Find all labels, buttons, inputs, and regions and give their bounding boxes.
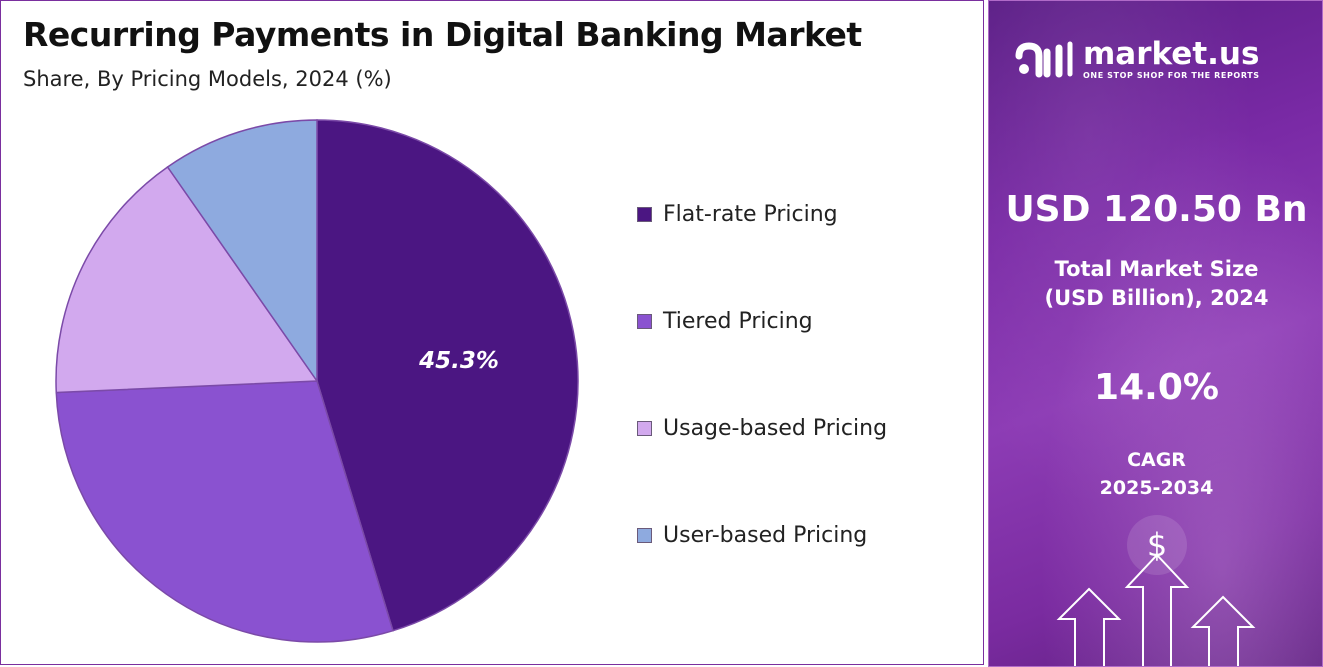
arrow-up-icon [1190, 595, 1256, 666]
pie-slice-tiered-pricing [55, 380, 394, 643]
market-size-label-line1: Total Market Size [1054, 257, 1259, 281]
market-us-logo-icon [1015, 41, 1073, 77]
cagr-label: CAGR 2025-2034 [989, 446, 1322, 502]
chart-subtitle: Share, By Pricing Models, 2024 (%) [23, 67, 392, 91]
market-size-value: USD 120.50 Bn [1005, 189, 1308, 230]
legend-swatch [637, 420, 652, 436]
brand-tagline: ONE STOP SHOP FOR THE REPORTS [1083, 71, 1260, 80]
legend-item: User-based Pricing [637, 522, 867, 548]
legend-label: Tiered Pricing [663, 308, 813, 334]
legend-swatch [637, 206, 652, 222]
cagr-value: 14.0% [1094, 367, 1219, 408]
brand-logo: market.us ONE STOP SHOP FOR THE REPORTS [1015, 39, 1260, 80]
legend-label: User-based Pricing [663, 522, 868, 548]
chart-title: Recurring Payments in Digital Banking Ma… [23, 15, 862, 54]
cagr-label-line2: 2025-2034 [1099, 477, 1214, 499]
legend-item: Tiered Pricing [637, 308, 813, 334]
pie-slice-user-based-pricing [166, 119, 318, 384]
arrow-up-icon [1124, 553, 1190, 666]
legend-label: Flat-rate Pricing [663, 201, 838, 227]
data-label: 45.3% [418, 348, 499, 374]
summary-panel: market.us ONE STOP SHOP FOR THE REPORTS … [988, 0, 1323, 667]
pie-slice-usage-based-pricing [55, 165, 319, 394]
market-size-label: Total Market Size (USD Billion), 2024 [989, 255, 1322, 313]
legend-item: Usage-based Pricing [637, 415, 887, 441]
cagr-label-line1: CAGR [1127, 449, 1186, 471]
growth-arrows-icon: $ [1056, 515, 1256, 666]
legend-swatch [637, 313, 652, 329]
pie-chart: 45.3% [55, 119, 579, 643]
dollar-icon: $ [1147, 526, 1167, 564]
brand-name: market.us [1083, 36, 1260, 72]
arrow-up-icon [1056, 587, 1122, 666]
legend-label: Usage-based Pricing [663, 415, 888, 441]
chart-panel: Recurring Payments in Digital Banking Ma… [0, 0, 984, 665]
pie-slice-flat-rate-pricing [316, 119, 579, 632]
legend-item: Flat-rate Pricing [637, 201, 838, 227]
legend-swatch [637, 527, 652, 543]
market-size-label-line2: (USD Billion), 2024 [1044, 286, 1269, 310]
